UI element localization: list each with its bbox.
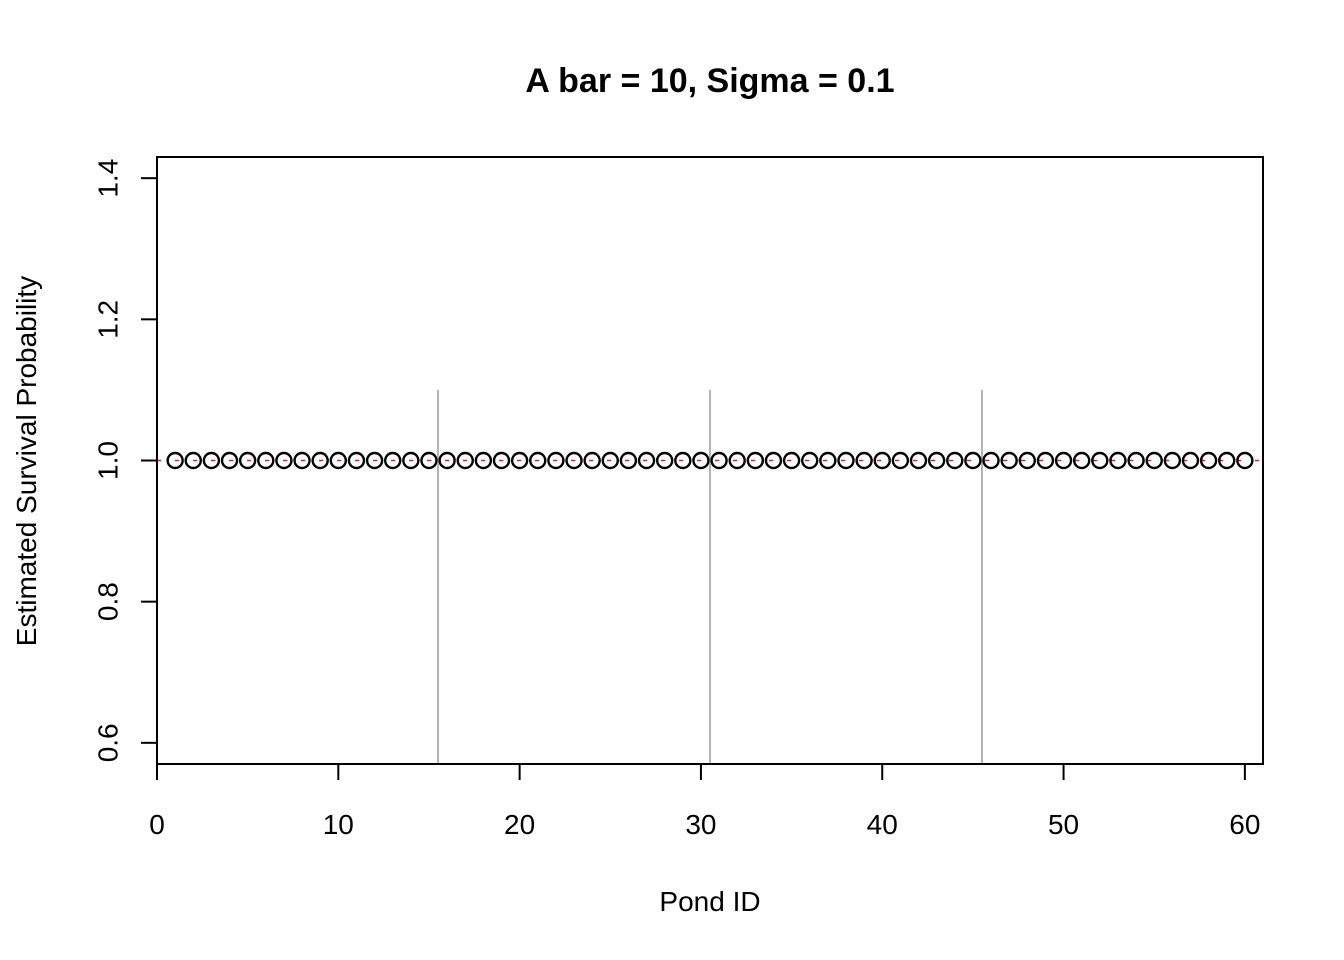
data-point-37 bbox=[819, 451, 837, 470]
x-tick-label: 10 bbox=[323, 809, 354, 840]
x-axis-title: Pond ID bbox=[659, 886, 760, 917]
x-axis: 0 10 20 30 40 50 60 bbox=[149, 763, 1260, 840]
data-point-8 bbox=[293, 451, 311, 470]
data-point-34 bbox=[764, 451, 783, 470]
data-point-18 bbox=[474, 451, 493, 470]
data-point-26 bbox=[619, 451, 638, 470]
data-point-60 bbox=[1236, 451, 1254, 470]
data-point-5 bbox=[238, 451, 257, 470]
data-point-10 bbox=[329, 451, 348, 470]
chart-title: A bar = 10, Sigma = 0.1 bbox=[525, 62, 894, 100]
y-tick-label: 1.2 bbox=[93, 300, 124, 339]
data-point-27 bbox=[637, 451, 656, 470]
x-tick-label: 50 bbox=[1048, 809, 1079, 840]
data-point-11 bbox=[347, 451, 366, 470]
data-point-46 bbox=[982, 451, 1000, 470]
data-point-58 bbox=[1199, 451, 1218, 470]
data-point-43 bbox=[927, 451, 946, 470]
data-point-29 bbox=[674, 451, 692, 470]
data-point-44 bbox=[946, 451, 964, 470]
data-point-40 bbox=[873, 451, 891, 470]
y-tick-label: 0.8 bbox=[93, 582, 124, 621]
data-point-20 bbox=[510, 451, 529, 470]
data-point-35 bbox=[782, 451, 801, 470]
data-point-2 bbox=[184, 451, 202, 470]
data-point-12 bbox=[365, 451, 384, 470]
data-point-24 bbox=[583, 451, 601, 470]
x-tick-label: 20 bbox=[504, 809, 535, 840]
data-point-15 bbox=[420, 451, 438, 470]
data-point-33 bbox=[746, 451, 765, 470]
data-point-49 bbox=[1036, 451, 1055, 470]
data-point-16 bbox=[438, 451, 456, 470]
data-point-55 bbox=[1145, 451, 1163, 470]
group-dividers bbox=[437, 389, 983, 764]
data-point-39 bbox=[855, 451, 873, 470]
data-point-4 bbox=[220, 451, 239, 470]
data-point-6 bbox=[257, 451, 275, 470]
data-point-23 bbox=[565, 451, 583, 470]
data-point-14 bbox=[402, 451, 420, 470]
data-point-31 bbox=[710, 451, 728, 470]
y-tick-label: 1.0 bbox=[93, 441, 124, 480]
data-point-41 bbox=[891, 451, 910, 470]
data-point-47 bbox=[1000, 451, 1018, 470]
data-point-7 bbox=[275, 451, 293, 470]
data-point-42 bbox=[909, 451, 928, 470]
data-points bbox=[166, 451, 1254, 470]
data-point-51 bbox=[1072, 451, 1091, 470]
y-axis: 0.6 0.8 1.0 1.2 1.4 bbox=[93, 159, 158, 762]
data-point-28 bbox=[655, 451, 674, 470]
y-axis-title: Estimated Survival Probability bbox=[11, 276, 42, 646]
x-tick-label: 30 bbox=[685, 809, 716, 840]
data-point-32 bbox=[728, 451, 746, 470]
data-point-56 bbox=[1163, 451, 1182, 470]
data-point-22 bbox=[547, 451, 565, 470]
data-point-30 bbox=[692, 451, 710, 470]
data-point-17 bbox=[456, 451, 474, 470]
data-point-1 bbox=[166, 451, 184, 470]
data-point-19 bbox=[492, 451, 511, 470]
data-point-36 bbox=[801, 451, 819, 470]
data-point-53 bbox=[1109, 451, 1127, 470]
x-tick-label: 60 bbox=[1229, 809, 1260, 840]
y-tick-label: 1.4 bbox=[93, 159, 124, 198]
data-point-57 bbox=[1181, 451, 1200, 470]
data-point-54 bbox=[1127, 451, 1145, 470]
data-point-3 bbox=[202, 451, 221, 470]
y-tick-label: 0.6 bbox=[93, 723, 124, 762]
data-point-50 bbox=[1054, 451, 1073, 470]
data-point-45 bbox=[964, 451, 982, 470]
data-point-48 bbox=[1018, 451, 1036, 470]
data-point-13 bbox=[384, 451, 402, 470]
x-tick-label: 0 bbox=[149, 809, 165, 840]
data-point-59 bbox=[1218, 451, 1236, 470]
x-tick-label: 40 bbox=[867, 809, 898, 840]
data-point-52 bbox=[1091, 451, 1109, 470]
data-point-25 bbox=[601, 451, 619, 470]
data-point-38 bbox=[837, 451, 855, 470]
data-point-9 bbox=[311, 451, 329, 470]
data-point-21 bbox=[529, 451, 547, 470]
